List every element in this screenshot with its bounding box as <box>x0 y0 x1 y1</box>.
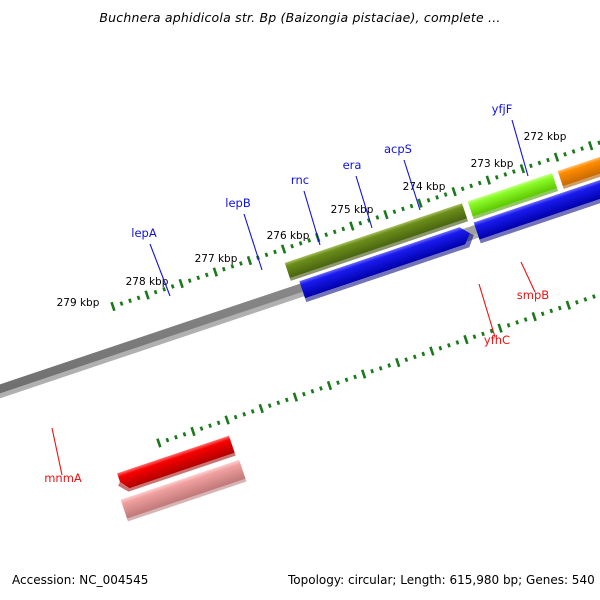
gene-feature-lawngreen-shadow <box>472 188 559 220</box>
kbp-label: 272 kbp <box>524 131 567 143</box>
kbp-tick-labels: 272 kbp 273 kbp 274 kbp 275 kbp 276 kbp … <box>57 131 567 309</box>
kbp-label: 275 kbp <box>331 204 374 216</box>
leader-line-lepA <box>149 243 171 297</box>
leader-line-lepB <box>243 213 263 271</box>
page-title: Buchnera aphidicola str. Bp (Baizongia p… <box>99 10 501 25</box>
tick-minor <box>119 140 600 306</box>
leader-line-era <box>355 175 373 229</box>
gene-feature-blue-arrow-1[interactable] <box>299 225 472 299</box>
gene-track-group[interactable] <box>61 20 600 522</box>
gene-label-mnmA[interactable]: mnmA <box>44 471 82 485</box>
gene-label-leaders <box>51 119 536 476</box>
leader-line-mnmA <box>51 427 63 476</box>
leader-line-yfjF <box>511 119 529 177</box>
gene-label-rnc[interactable]: rnc <box>291 173 309 187</box>
gene-feature-blue-arrow-2-shadow <box>479 174 600 244</box>
accession-label: Accession: NC_004545 <box>12 573 149 587</box>
gene-name-labels[interactable]: yfjF acpS era rnc lepB lepA smpB yfhC mn… <box>44 102 549 485</box>
kbp-label: 274 kbp <box>403 181 446 193</box>
gene-label-smpB[interactable]: smpB <box>517 288 549 302</box>
gene-label-lepB[interactable]: lepB <box>225 196 251 210</box>
gene-feature-blue-arrow-1-shadow <box>305 233 474 303</box>
kbp-label: 273 kbp <box>471 158 514 170</box>
gene-feature-red-mnmA-shadow <box>118 452 236 492</box>
leader-line-yfhC <box>478 283 496 338</box>
gene-label-era[interactable]: era <box>343 158 362 172</box>
gene-label-yfjF[interactable]: yfjF <box>492 102 513 116</box>
gene-feature-olive[interactable] <box>284 203 468 279</box>
tick-major <box>110 141 594 312</box>
leader-line-acpS <box>403 159 421 211</box>
kbp-label: 278 kbp <box>126 276 169 288</box>
gene-row-forward-b[interactable] <box>299 116 600 303</box>
gene-feature-pink-mnmA-shadow <box>127 478 247 522</box>
genome-summary-label: Topology: circular; Length: 615,980 bp; … <box>288 573 595 587</box>
tick-major <box>156 289 600 448</box>
gene-feature-orange-shadow <box>562 161 600 190</box>
gene-feature-red-mnmA[interactable] <box>117 435 235 491</box>
gene-label-acpS[interactable]: acpS <box>384 142 412 156</box>
kbp-label: 277 kbp <box>195 253 238 265</box>
tick-row-upper <box>110 140 600 312</box>
leader-line-smpB <box>520 261 536 293</box>
leader-line-rnc <box>303 190 321 246</box>
gene-label-lepA[interactable]: lepA <box>131 226 157 240</box>
gene-feature-lawngreen[interactable] <box>467 172 558 217</box>
tick-minor <box>165 294 596 443</box>
tick-row-lower <box>156 289 600 448</box>
gene-feature-olive-shadow <box>289 218 469 281</box>
kbp-label: 276 kbp <box>267 230 310 242</box>
gene-feature-orange[interactable] <box>557 146 600 187</box>
gene-feature-pink-mnmA[interactable] <box>120 459 246 519</box>
gene-feature-blue-arrow-2[interactable] <box>473 166 600 240</box>
kbp-label: 279 kbp <box>57 297 100 309</box>
gene-group-mnmA[interactable] <box>112 435 247 522</box>
gene-row-forward-a[interactable] <box>284 97 600 281</box>
gene-label-yfhC[interactable]: yfhC <box>484 333 510 347</box>
